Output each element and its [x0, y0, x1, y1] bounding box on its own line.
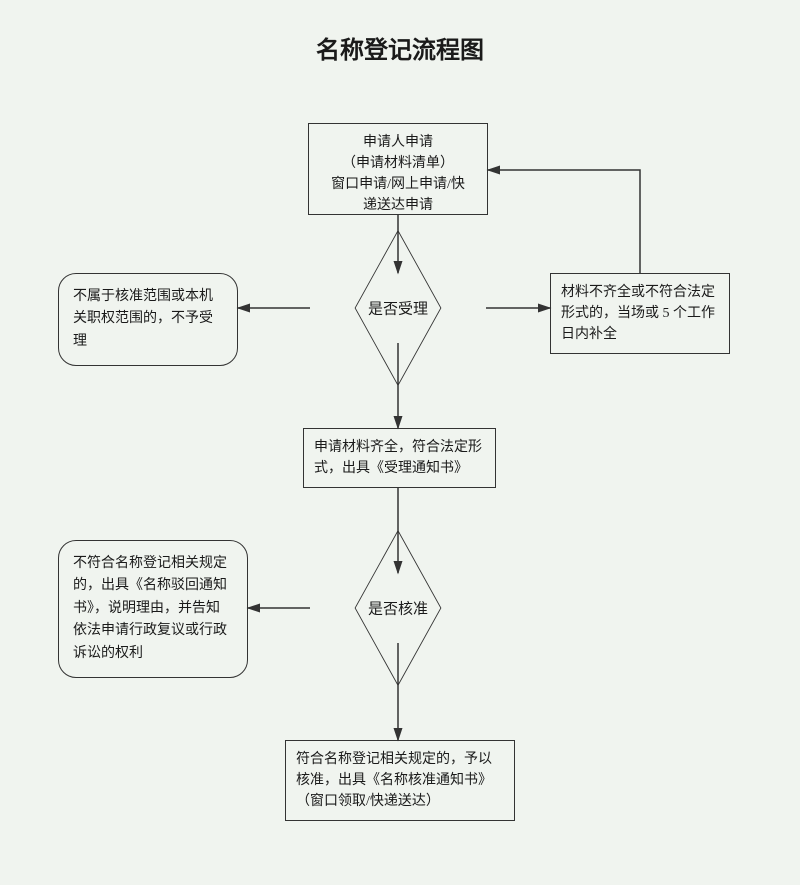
supplement-text: 材料不齐全或不符合法定形式的，当场或 5 个工作日内补全 — [561, 285, 715, 342]
reject-approval-text: 不符合名称登记相关规定的，出具《名称驳回通知书》，说明理由，并告知依法申请行政复… — [73, 556, 227, 661]
node-start-line3: 窗口申请/网上申请/快 — [319, 174, 477, 195]
decision-approve-label: 是否核准 — [310, 598, 486, 619]
node-start-line1: 申请人申请 — [319, 132, 477, 153]
node-start-line4: 递送达申请 — [319, 195, 477, 216]
reject-scope-text: 不属于核准范围或本机关职权范围的，不予受理 — [73, 289, 213, 349]
chart-title: 名称登记流程图 — [0, 30, 800, 65]
node-decision-accept: 是否受理 — [310, 273, 486, 343]
decision-accept-label: 是否受理 — [310, 298, 486, 319]
accept-notice-text: 申请材料齐全，符合法定形式，出具《受理通知书》 — [314, 440, 482, 476]
node-reject-scope: 不属于核准范围或本机关职权范围的，不予受理 — [58, 273, 238, 366]
node-supplement: 材料不齐全或不符合法定形式的，当场或 5 个工作日内补全 — [550, 273, 730, 354]
node-approve: 符合名称登记相关规定的，予以核准，出具《名称核准通知书》（窗口领取/快递送达） — [285, 740, 515, 821]
node-start-line2: （申请材料清单） — [319, 153, 477, 174]
flowchart-canvas: 名称登记流程图 申请人申请 （申请材料清单） 窗口申请/网上申请/快 递送达申请… — [0, 0, 800, 885]
node-reject-approval: 不符合名称登记相关规定的，出具《名称驳回通知书》，说明理由，并告知依法申请行政复… — [58, 540, 248, 678]
approve-text: 符合名称登记相关规定的，予以核准，出具《名称核准通知书》（窗口领取/快递送达） — [296, 752, 492, 809]
node-decision-approve: 是否核准 — [310, 573, 486, 643]
node-start: 申请人申请 （申请材料清单） 窗口申请/网上申请/快 递送达申请 — [308, 123, 488, 215]
node-accept-notice: 申请材料齐全，符合法定形式，出具《受理通知书》 — [303, 428, 496, 488]
